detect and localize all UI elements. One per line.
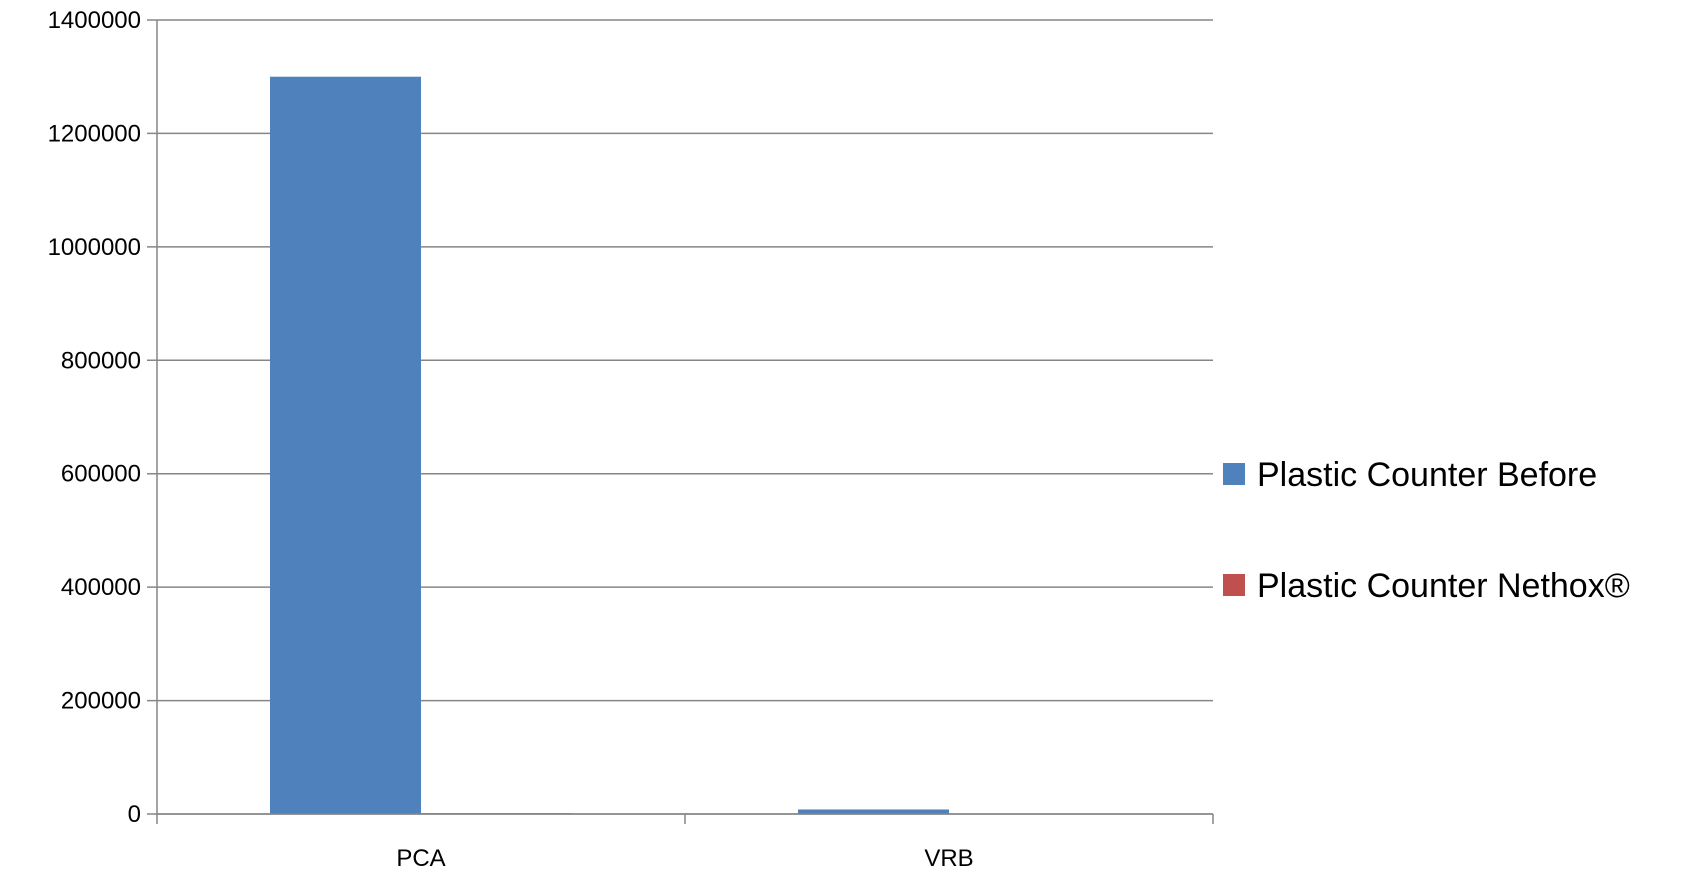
x-axis-tick-labels: PCA VRB [396, 845, 973, 872]
y-tick-label: 800000 [61, 347, 141, 374]
legend-label: Plastic Counter Nethox® [1257, 567, 1630, 605]
y-tick-label: 600000 [61, 461, 141, 488]
legend-label: Plastic Counter Before [1257, 456, 1597, 494]
y-tick-label: 1400000 [48, 7, 141, 34]
axes [156, 20, 1214, 824]
y-axis-tick-labels: 0 200000 400000 600000 800000 1000000 1200000 1… [48, 7, 141, 828]
bar-plastic-counter-before-pca [270, 76, 421, 814]
legend-swatch [1223, 574, 1245, 596]
y-tick-label: 0 [128, 801, 141, 828]
legend: Plastic Counter Before Plastic Counter Ne… [1223, 456, 1630, 605]
bar-plastic-counter-before-vrb [798, 809, 949, 814]
y-tick-label: 400000 [61, 574, 141, 601]
y-tick-label: 200000 [61, 688, 141, 715]
legend-swatch [1223, 463, 1245, 485]
y-tick-label: 1200000 [48, 120, 141, 147]
x-tick-label: VRB [924, 845, 973, 872]
bars [270, 76, 1100, 814]
x-tick-label: PCA [396, 845, 445, 872]
y-tick-label: 1000000 [48, 234, 141, 261]
